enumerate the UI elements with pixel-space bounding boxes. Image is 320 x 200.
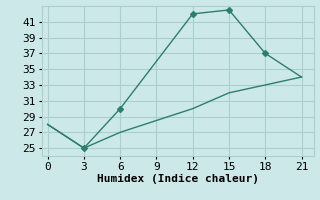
X-axis label: Humidex (Indice chaleur): Humidex (Indice chaleur) [97, 174, 259, 184]
